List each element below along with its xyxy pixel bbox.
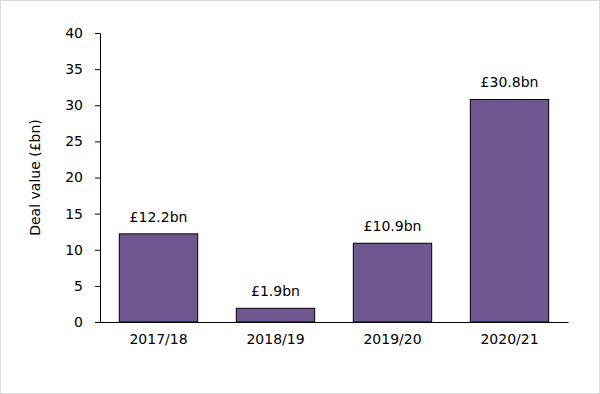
y-tick-label: 20 — [65, 169, 83, 185]
y-tick-label: 10 — [65, 242, 83, 258]
y-tick-mark — [95, 214, 100, 215]
data-labels: £12.2bn £1.9bn £10.9bn £30.8bn — [130, 74, 539, 299]
y-tick-mark — [95, 178, 100, 179]
x-tick-label: 2018/19 — [246, 331, 304, 347]
bar — [470, 99, 548, 322]
y-tick-label: 35 — [65, 61, 83, 77]
y-tick-label: 5 — [74, 278, 83, 294]
bar — [236, 308, 314, 322]
x-axis-line — [101, 322, 569, 323]
data-label: £1.9bn — [251, 283, 300, 299]
y-axis-title: Deal value (£bn) — [27, 119, 43, 236]
y-tick: 40 — [65, 25, 100, 41]
y-axis-line — [95, 34, 101, 323]
y-tick: 5 — [74, 278, 100, 294]
y-tick-label: 40 — [65, 25, 83, 41]
x-tick: 2017/18 — [129, 322, 187, 347]
frame — [1, 1, 600, 394]
y-tick: 20 — [65, 169, 100, 185]
chart: 0 5 10 15 20 25 30 35 40 2017/18 2018/19 2019/20 202… — [0, 0, 600, 394]
bars — [119, 99, 548, 322]
y-tick: 35 — [65, 61, 100, 77]
y-tick-mark — [95, 322, 100, 323]
y-tick-label: 15 — [65, 206, 83, 222]
x-tick: 2018/19 — [246, 322, 304, 347]
x-tick-label: 2017/18 — [129, 331, 187, 347]
y-tick: 10 — [65, 242, 100, 258]
y-tick-mark — [95, 250, 100, 251]
y-tick-mark — [95, 69, 100, 70]
bar — [353, 243, 431, 322]
x-tick: 2020/21 — [480, 322, 538, 347]
x-axis: 2017/18 2018/19 2019/20 2020/21 — [101, 322, 569, 347]
y-axis: 0 5 10 15 20 25 30 35 40 — [65, 25, 100, 330]
x-tick: 2019/20 — [363, 322, 421, 347]
y-tick-mark — [95, 141, 100, 142]
x-tick-label: 2020/21 — [480, 331, 538, 347]
y-tick-mark — [95, 105, 100, 106]
y-tick: 15 — [65, 206, 100, 222]
x-tick-label: 2019/20 — [363, 331, 421, 347]
y-tick-label: 25 — [65, 133, 83, 149]
y-tick-mark — [95, 286, 100, 287]
y-tick-label: 0 — [74, 314, 83, 330]
y-tick: 30 — [65, 97, 100, 113]
data-label: £30.8bn — [481, 74, 539, 90]
data-label: £12.2bn — [130, 209, 188, 225]
y-tick-label: 30 — [65, 97, 83, 113]
y-tick: 25 — [65, 133, 100, 149]
data-label: £10.9bn — [364, 218, 422, 234]
plot: 0 5 10 15 20 25 30 35 40 2017/18 2018/19 2019/20 202… — [65, 25, 568, 347]
y-tick: 0 — [74, 314, 100, 330]
y-tick-mark — [95, 33, 100, 34]
bar — [119, 234, 197, 322]
